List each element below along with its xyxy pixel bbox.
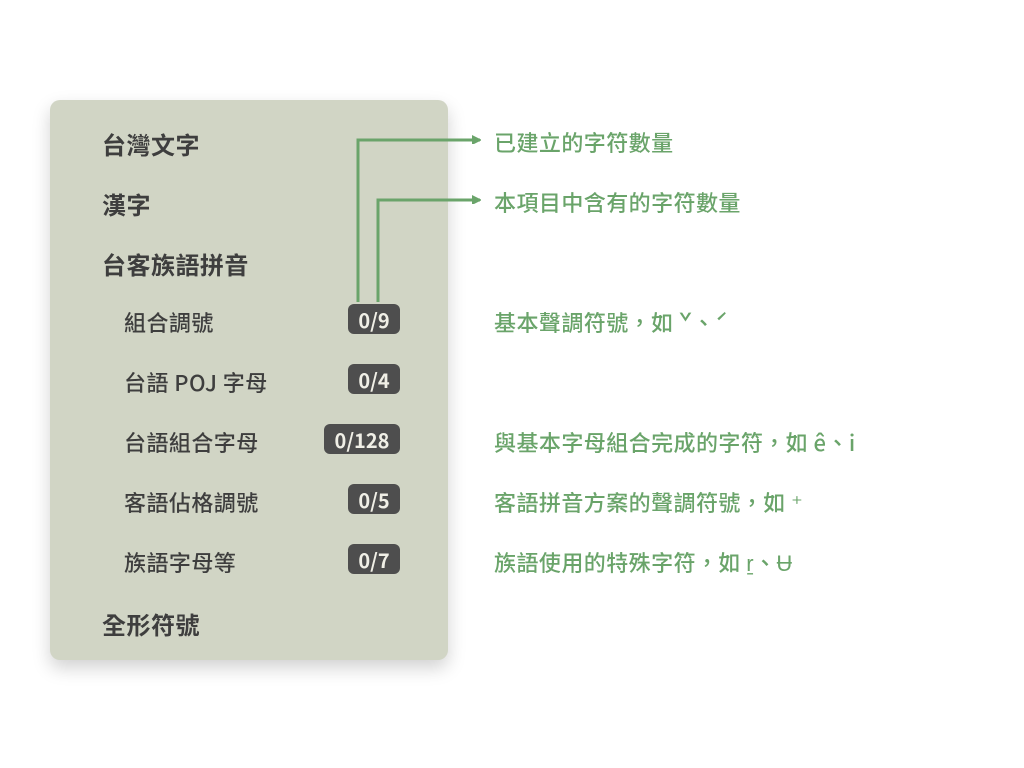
progress-badge: 0/5: [348, 484, 400, 514]
category-label: 台灣文字: [102, 126, 200, 161]
progress-badge-text: 0/4: [358, 365, 389, 394]
row-annotation: 基本聲調符號，如 ˇ、ˊ: [494, 306, 729, 338]
progress-badge: 0/9: [348, 304, 400, 334]
category-label: 全形符號: [102, 606, 200, 641]
arrow-annotation: 已建立的字符數量: [494, 126, 674, 158]
category-label: 漢字: [102, 186, 151, 221]
progress-badge: 0/4: [348, 364, 400, 394]
progress-badge-text: 0/5: [358, 485, 389, 514]
sub-item-label: 組合調號: [124, 306, 214, 338]
sub-item-label: 台語 POJ 字母: [124, 366, 268, 398]
progress-badge-text: 0/7: [358, 545, 389, 574]
row-annotation: 客語拼音方案的聲調符號，如 ⁺: [494, 486, 803, 518]
arrow-annotation: 本項目中含有的字符數量: [494, 186, 741, 218]
progress-badge-text: 0/128: [335, 425, 390, 454]
progress-badge: 0/7: [348, 544, 400, 574]
progress-badge: 0/128: [324, 424, 400, 454]
progress-badge-text: 0/9: [358, 305, 389, 334]
row-annotation: 族語使用的特殊字符，如 ṟ、Ʉ: [494, 546, 793, 578]
stage: 台灣文字漢字台客族語拼音全形符號 組合調號 0/9 基本聲調符號，如 ˇ、ˊ 台語 PO…: [0, 0, 1024, 768]
row-annotation: 與基本字母組合完成的字符，如 ê、i: [494, 426, 856, 458]
category-label: 台客族語拼音: [102, 246, 249, 281]
sub-item-label: 族語字母等: [124, 546, 236, 578]
sub-item-label: 台語組合字母: [124, 426, 259, 458]
sub-item-label: 客語佔格調號: [124, 486, 259, 518]
